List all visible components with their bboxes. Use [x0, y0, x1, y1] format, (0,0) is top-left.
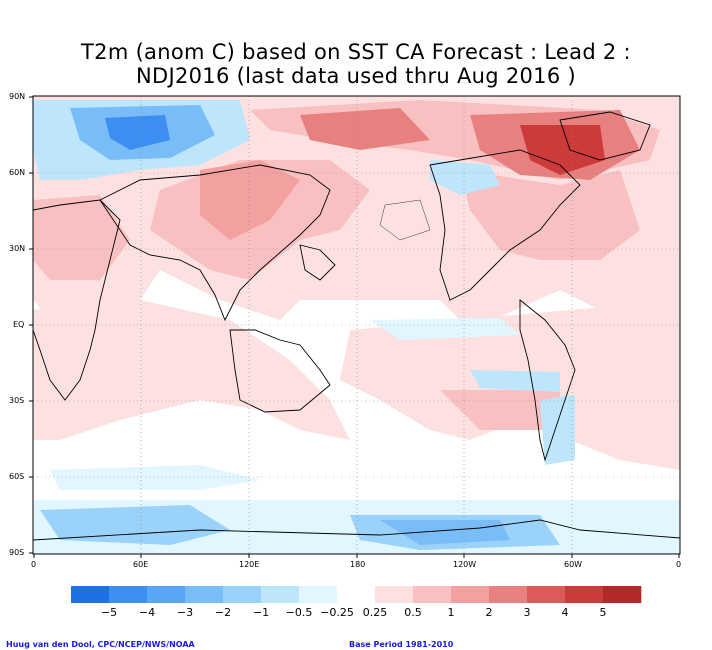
legend-label: −3	[176, 606, 194, 619]
axis-ticks	[29, 96, 680, 558]
legend-label: 0.5	[404, 606, 422, 619]
lon-label-60w: 60W	[564, 560, 583, 569]
legend-swatch	[147, 586, 186, 603]
map-field	[33, 96, 680, 554]
lon-label-120w: 120W	[453, 560, 477, 569]
legend-swatch	[375, 586, 414, 603]
warm-region-na	[460, 170, 640, 260]
cool-region-pacific-ring	[379, 199, 431, 241]
lon-label-0: 0	[31, 560, 37, 569]
cool-region-southern-belt	[50, 465, 260, 490]
warm-core-canada-inner	[520, 125, 605, 175]
title-line-2: NDJ2016 (last data used thru Aug 2016 )	[136, 64, 576, 88]
title-line-1: T2m (anom C) based on SST CA Forecast : …	[81, 40, 631, 64]
cool-region-se-pacific	[470, 370, 560, 392]
legend-swatch	[261, 586, 300, 603]
cool-core-antarctic-3	[380, 520, 510, 545]
legend-swatch	[71, 586, 110, 603]
lat-label-eq: EQ	[13, 320, 25, 329]
legend-swatch	[109, 586, 148, 603]
footer-credit: Huug van den Dool, CPC/NCEP/NWS/NOAA	[6, 640, 195, 649]
lat-label-90s: 90S	[9, 548, 25, 557]
cool-region-alaska	[430, 160, 500, 195]
warm-region-sacific	[440, 390, 560, 430]
lat-label-60n: 60N	[9, 168, 26, 177]
legend-label: −4	[138, 606, 156, 619]
legend-label: 5	[599, 606, 607, 619]
legend-swatch	[527, 586, 566, 603]
lon-label-120e: 120E	[239, 560, 260, 569]
legend-label: −0.25	[320, 606, 354, 619]
legend-label: −1	[252, 606, 270, 619]
legend-label: 3	[523, 606, 531, 619]
lon-label-60e: 60E	[133, 560, 149, 569]
legend-swatch	[565, 586, 604, 603]
graticule	[33, 96, 680, 554]
legend-swatch	[413, 586, 452, 603]
legend-label: 4	[561, 606, 569, 619]
warm-core-pacific-arctic	[300, 108, 430, 150]
cool-region-tropical-pacific	[370, 318, 520, 340]
legend-swatch	[185, 586, 224, 603]
legend-label: 1	[447, 606, 455, 619]
lat-label-30s: 30S	[9, 396, 25, 405]
warm-core-siberia	[200, 160, 300, 240]
lat-label-60s: 60S	[9, 472, 25, 481]
legend-swatch	[451, 586, 490, 603]
warm-region-africa-indian	[33, 300, 350, 440]
legend-swatch	[299, 586, 338, 603]
cool-core-antarctic-1	[40, 505, 230, 545]
legend-swatch	[603, 586, 642, 603]
footer-base-period: Base Period 1981-2010	[349, 640, 454, 649]
legend-label: 0.25	[362, 606, 388, 619]
legend-label: −0.5	[285, 606, 313, 619]
legend-label: −2	[214, 606, 232, 619]
lon-label-0-east: 0	[676, 560, 682, 569]
legend-label: 2	[485, 606, 493, 619]
coastlines	[33, 111, 680, 541]
legend-swatch	[489, 586, 528, 603]
legend-swatch	[223, 586, 262, 603]
cool-core-inner	[105, 115, 170, 150]
lat-label-90n: 90N	[9, 92, 26, 101]
legend-swatch	[337, 586, 376, 603]
legend-label: −5	[100, 606, 118, 619]
lon-label-180: 180	[350, 560, 366, 569]
lat-label-30n: 30N	[9, 244, 26, 253]
warm-region-nafrica	[33, 195, 130, 280]
